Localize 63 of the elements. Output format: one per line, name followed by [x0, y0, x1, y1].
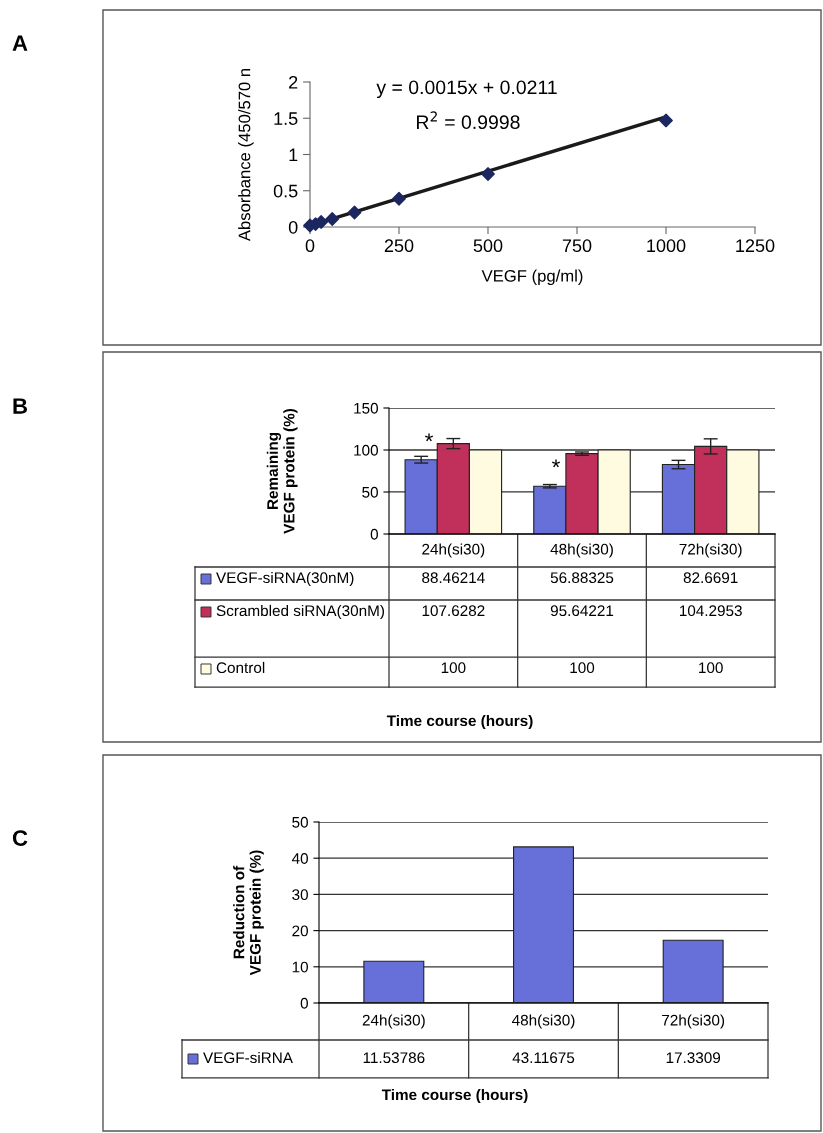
x-tick-label: 48h(si30) — [512, 1014, 575, 1029]
x-tick-label: 1250 — [736, 239, 775, 253]
data-label: 100 — [570, 662, 595, 674]
y-tick-label: 0 — [300, 997, 308, 1009]
x-tick-label: 24h(si30) — [362, 1014, 425, 1029]
text: B — [13, 398, 28, 414]
y-tick-label: 100 — [354, 444, 378, 456]
text: A — [12, 35, 28, 51]
x-tick-label: 24h(si30) — [422, 543, 485, 558]
x-axis-title: Time course (hours) — [381, 1088, 528, 1104]
annotation: y = 0.0015x + 0.0211 — [376, 80, 557, 99]
x-axis-title: Time course (hours) — [386, 714, 533, 730]
data-label: 17.3309 — [666, 1052, 721, 1064]
y-tick-label: 0 — [288, 220, 298, 234]
legend-label: VEGF-siRNA — [203, 1051, 293, 1064]
point — [392, 191, 406, 206]
y-axis-title: Reduction of VEGF protein (%) — [233, 850, 264, 976]
point — [347, 205, 362, 220]
data-label: 104.2953 — [679, 605, 742, 617]
data-label: 56.88325 — [550, 572, 614, 584]
y-tick-label: 2 — [289, 75, 298, 89]
y-tick-label: 0 — [370, 528, 378, 540]
y-tick-label: 10 — [292, 961, 308, 973]
y-tick-label: 1.5 — [274, 112, 298, 125]
data-label: 100 — [699, 662, 723, 674]
x-tick-label: 72h(si30) — [679, 543, 742, 558]
data-label: 95.64221 — [550, 605, 614, 617]
y-tick-label: 40 — [291, 853, 308, 864]
legend-label: Scrambled siRNA(30nM) — [216, 604, 384, 620]
annotation: R$^{2}$ = 0.9998 — [417, 111, 520, 130]
bar — [662, 939, 724, 1003]
point — [659, 113, 673, 128]
x-tick-label: 48h(si30) — [550, 543, 613, 558]
annotation: * — [425, 433, 433, 442]
y-tick-label: 150 — [354, 402, 378, 414]
data-label: 88.46214 — [422, 572, 485, 584]
y-tick-label: 50 — [362, 486, 378, 498]
data-label: 11.53786 — [363, 1052, 425, 1064]
y-tick-label: 30 — [292, 889, 308, 901]
legend-label: VEGF-siRNA(30nM) — [216, 571, 354, 587]
data-label: 82.6691 — [683, 572, 738, 584]
annotation: * — [552, 459, 560, 468]
x-tick-label: 750 — [562, 239, 592, 253]
data-label: 100 — [441, 662, 466, 674]
y-tick-label: 0.5 — [273, 184, 298, 198]
x-tick-label: 72h(si30) — [662, 1014, 725, 1029]
x-tick-label: 500 — [473, 239, 503, 253]
x-tick-label: 1000 — [647, 239, 686, 253]
y-tick-label: 20 — [292, 925, 308, 937]
bar — [513, 846, 574, 1003]
point — [325, 212, 340, 226]
data-label: 107.6282 — [422, 605, 485, 617]
y-axis-title: Remaining VEGF protein (%) — [266, 408, 298, 534]
bar — [363, 960, 425, 1003]
point — [481, 167, 495, 181]
data-label: 43.11675 — [512, 1052, 575, 1064]
y-axis-title: Absorbance (450/570 n — [238, 68, 254, 242]
x-tick-label: 250 — [384, 239, 414, 253]
x-axis-title: VEGF (pg/ml) — [481, 269, 583, 286]
text: C — [12, 830, 28, 846]
legend-label: Control — [216, 661, 265, 674]
y-tick-label: 1 — [289, 148, 298, 162]
y-tick-label: 50 — [292, 816, 308, 828]
